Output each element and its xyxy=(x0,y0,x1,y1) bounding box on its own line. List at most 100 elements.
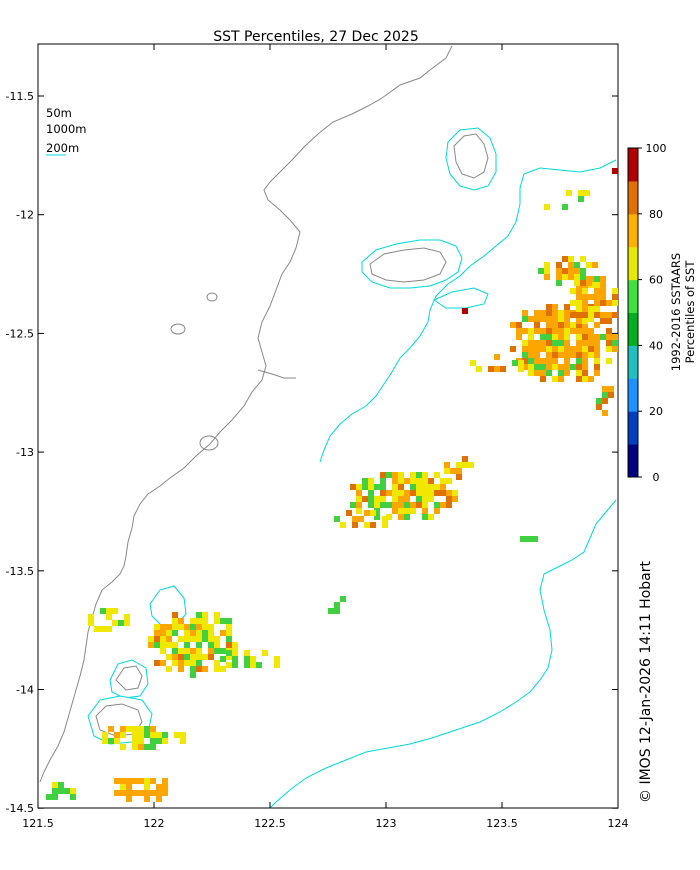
sst-pixel xyxy=(544,204,550,210)
legend-label-1000m: 1000m xyxy=(46,122,86,136)
sst-pixel xyxy=(558,322,564,328)
sst-pixel xyxy=(226,618,232,624)
sst-pixel xyxy=(368,502,374,508)
sst-pixel xyxy=(564,322,570,328)
contour-legend: 50m 1000m 200m xyxy=(46,106,86,156)
sst-pixel xyxy=(540,340,546,346)
sst-pixel xyxy=(574,280,580,286)
sst-pixel xyxy=(526,536,532,542)
sst-pixel xyxy=(368,490,374,496)
sst-pixel xyxy=(594,364,600,370)
sst-pixel xyxy=(162,778,168,784)
colorbar-tick-label: 80 xyxy=(649,208,663,221)
sst-pixel xyxy=(178,666,184,672)
sst-pixel xyxy=(356,496,362,502)
sst-pixel xyxy=(132,732,138,738)
sst-pixel xyxy=(208,642,214,648)
sst-pixel xyxy=(184,648,190,654)
sst-pixel xyxy=(588,328,594,334)
sst-pixel xyxy=(138,738,144,744)
sst-pixel xyxy=(274,662,280,668)
sst-pixel xyxy=(226,636,232,642)
sst-pixel xyxy=(452,496,458,502)
sst-pixel xyxy=(428,490,434,496)
sst-pixel xyxy=(156,790,162,796)
sst-pixel xyxy=(166,630,172,636)
sst-pixel xyxy=(380,496,386,502)
sst-pixel xyxy=(398,514,404,520)
sst-pixel xyxy=(120,726,126,732)
sst-pixel xyxy=(446,490,452,496)
sst-pixel xyxy=(586,262,592,268)
sst-pixel xyxy=(552,334,558,340)
sst-pixel xyxy=(462,456,468,462)
sst-pixel xyxy=(422,490,428,496)
sst-pixel xyxy=(138,778,144,784)
sst-pixel xyxy=(558,364,564,370)
sst-pixel xyxy=(202,630,208,636)
sst-pixel xyxy=(584,190,590,196)
sst-pixel xyxy=(594,294,600,300)
sst-pixel xyxy=(226,650,232,656)
sst-pixel xyxy=(528,328,534,334)
sst-pixel xyxy=(398,484,404,490)
sst-pixel xyxy=(576,364,582,370)
sst-pixel xyxy=(600,288,606,294)
sst-pixel xyxy=(576,334,582,340)
sst-pixel xyxy=(540,328,546,334)
sst-pixel xyxy=(582,328,588,334)
sst-pixel xyxy=(576,340,582,346)
sst-pixel xyxy=(106,626,112,632)
sst-pixel xyxy=(100,608,106,614)
sst-pixel xyxy=(416,478,422,484)
colorbar-segment xyxy=(628,444,638,478)
y-tick-label: -12.5 xyxy=(6,327,34,340)
y-tick-label: -13.5 xyxy=(6,565,34,578)
sst-pixel xyxy=(434,508,440,514)
sst-pixel xyxy=(546,340,552,346)
sst-pixel xyxy=(180,738,186,744)
sst-pixel xyxy=(328,608,334,614)
sst-pixel xyxy=(488,366,494,372)
sst-pixel xyxy=(172,648,178,654)
x-tick-label: 123 xyxy=(376,817,397,830)
sst-pixel xyxy=(404,478,410,484)
sst-pixel xyxy=(196,618,202,624)
sst-pixel xyxy=(172,624,178,630)
sst-pixel xyxy=(202,612,208,618)
sst-pixel xyxy=(208,624,214,630)
sst-pixel xyxy=(546,322,552,328)
sst-pixel xyxy=(398,478,404,484)
sst-pixel xyxy=(150,778,156,784)
sst-pixel xyxy=(410,472,416,478)
sst-pixel xyxy=(552,310,558,316)
sst-pixel xyxy=(70,794,76,800)
sst-pixel xyxy=(132,778,138,784)
sst-pixel xyxy=(184,660,190,666)
sst-pixel xyxy=(404,490,410,496)
sst-pixel xyxy=(118,620,124,626)
sst-pixel xyxy=(596,404,602,410)
sst-pixel xyxy=(570,328,576,334)
sst-pixel xyxy=(190,624,196,630)
sst-pixel xyxy=(516,322,522,328)
sst-pixel xyxy=(392,484,398,490)
sst-pixel xyxy=(398,472,404,478)
colorbar-tick-label: 40 xyxy=(649,339,663,352)
sst-pixel xyxy=(334,602,340,608)
sst-pixel xyxy=(232,656,238,662)
sst-pixel xyxy=(568,262,574,268)
sst-pixel xyxy=(184,642,190,648)
sst-pixel xyxy=(594,300,600,306)
sst-pixel xyxy=(558,376,564,382)
y-tick-label: -11.5 xyxy=(6,90,34,103)
sst-pixel xyxy=(58,782,64,788)
sst-pixel xyxy=(208,636,214,642)
sst-pixel xyxy=(386,490,392,496)
sst-pixel xyxy=(138,790,144,796)
sst-pixel xyxy=(606,358,612,364)
sst-pixel xyxy=(574,274,580,280)
sst-pixel xyxy=(132,744,138,750)
sst-pixel xyxy=(582,346,588,352)
sst-pixel xyxy=(126,778,132,784)
